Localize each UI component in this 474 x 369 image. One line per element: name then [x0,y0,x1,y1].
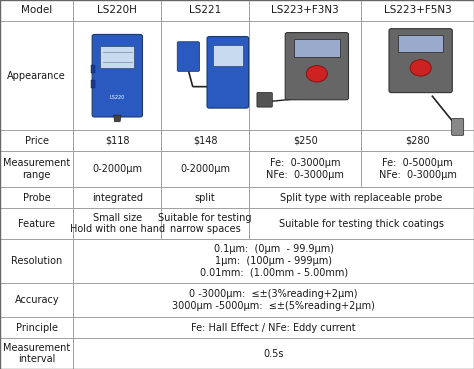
Bar [0,0,73,21]
Bar [91,80,94,87]
Bar [73,21,161,131]
Bar [0,208,73,239]
Bar [0,151,73,187]
Text: $250: $250 [293,136,318,146]
Bar [0,187,73,208]
Bar [161,151,249,187]
Bar [361,151,474,187]
Circle shape [410,60,431,76]
FancyBboxPatch shape [285,32,348,100]
Text: Measurement
interval: Measurement interval [3,343,70,364]
Bar [361,21,474,131]
Text: 0.1μm:  (0μm  - 99.9μm)
1μm:  (100μm - 999μm)
0.01mm:  (1.00mm - 5.00mm): 0.1μm: (0μm - 99.9μm) 1μm: (100μm - 999μ… [200,244,348,277]
FancyBboxPatch shape [452,118,464,135]
Text: Suitable for testing thick coatings: Suitable for testing thick coatings [279,218,444,228]
Text: split: split [195,193,215,203]
Text: Fe:  0-3000μm
NFe:  0-3000μm: Fe: 0-3000μm NFe: 0-3000μm [266,158,344,180]
Text: Price: Price [25,136,49,146]
Text: Resolution: Resolution [11,256,63,266]
Bar [249,21,361,131]
Text: integrated: integrated [92,193,143,203]
Bar [361,131,474,151]
Bar [0,338,73,369]
Bar [249,208,474,239]
Bar [161,131,249,151]
Text: Suitable for testing
narrow spaces: Suitable for testing narrow spaces [158,213,252,234]
Text: Small size
Hold with one hand: Small size Hold with one hand [70,213,165,234]
Bar [294,39,340,57]
FancyBboxPatch shape [257,93,272,107]
Bar [398,35,444,52]
Bar [73,0,161,21]
Text: LS220: LS220 [109,95,125,100]
Bar [73,187,161,208]
Text: Appearance: Appearance [8,71,66,81]
Bar [73,317,474,338]
Bar [361,0,474,21]
Text: $148: $148 [193,136,217,146]
Bar [161,21,249,131]
Bar [161,208,249,239]
Text: $118: $118 [105,136,129,146]
FancyBboxPatch shape [389,29,452,93]
Bar [100,46,135,68]
Text: LS223+F3N3: LS223+F3N3 [271,6,339,15]
Bar [91,65,94,73]
FancyBboxPatch shape [207,37,248,108]
Text: LS220H: LS220H [97,6,137,15]
Text: 0.5s: 0.5s [264,349,284,359]
Bar [0,317,73,338]
Text: 0 -3000μm:  ≤±(3%reading+2μm)
3000μm -5000μm:  ≤±(5%reading+2μm): 0 -3000μm: ≤±(3%reading+2μm) 3000μm -500… [172,289,375,311]
Bar [73,239,474,283]
Bar [161,0,249,21]
Text: Feature: Feature [18,218,55,228]
Text: Principle: Principle [16,323,58,332]
Bar [249,131,361,151]
Text: 0-2000μm: 0-2000μm [92,164,142,174]
FancyBboxPatch shape [92,34,143,117]
Text: Accuracy: Accuracy [14,295,59,305]
Text: $280: $280 [405,136,430,146]
Text: LS223+F5N3: LS223+F5N3 [384,6,452,15]
Bar [249,0,361,21]
Bar [73,131,161,151]
Text: Model: Model [21,6,52,15]
Bar [73,283,474,317]
Text: Measurement
range: Measurement range [3,158,70,180]
Bar [249,151,361,187]
Bar [73,208,161,239]
Text: Fe:  0-5000μm
NFe:  0-3000μm: Fe: 0-5000μm NFe: 0-3000μm [379,158,456,180]
Bar [213,45,243,66]
Bar [73,338,474,369]
Bar [161,187,249,208]
Bar [0,21,73,131]
FancyBboxPatch shape [177,42,200,71]
Circle shape [306,66,328,82]
Bar [0,283,73,317]
Text: Split type with replaceable probe: Split type with replaceable probe [280,193,443,203]
Text: LS221: LS221 [189,6,221,15]
Text: 0-2000μm: 0-2000μm [180,164,230,174]
Polygon shape [114,115,121,122]
Bar [249,187,474,208]
Text: Fe: Hall Effect / NFe: Eddy current: Fe: Hall Effect / NFe: Eddy current [191,323,356,332]
Bar [73,151,161,187]
Bar [0,131,73,151]
Text: Probe: Probe [23,193,51,203]
Bar [0,239,73,283]
